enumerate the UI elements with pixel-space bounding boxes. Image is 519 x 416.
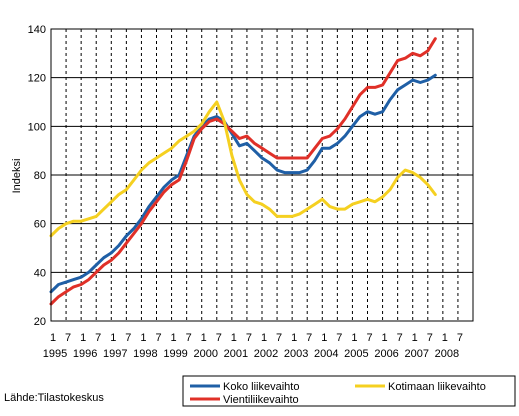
series-line-3: [49, 100, 437, 238]
x-year-label: 2003: [284, 348, 308, 360]
y-tick-label: 60: [34, 219, 46, 231]
series-line-2: [49, 37, 437, 306]
x-year-label: 2007: [404, 348, 428, 360]
x-tick-label: 1: [442, 332, 448, 344]
x-tick-label: 7: [276, 332, 282, 344]
x-tick-label: 1: [80, 332, 86, 344]
x-year-label: 1997: [103, 348, 127, 360]
legend-box: [182, 375, 516, 407]
x-tick-label: 7: [457, 332, 463, 344]
x-tick-label: 1: [50, 332, 56, 344]
grid-lines: [51, 29, 473, 321]
x-year-label: 2002: [254, 348, 278, 360]
series-line-1: [49, 73, 437, 294]
x-tick-label: 1: [321, 332, 327, 344]
x-year-label: 2004: [314, 348, 338, 360]
x-year-label: 1999: [163, 348, 187, 360]
x-tick-label: 7: [336, 332, 342, 344]
x-tick-label: 1: [140, 332, 146, 344]
x-year-label: 2001: [224, 348, 248, 360]
series-lines: [49, 37, 437, 306]
x-year-label: 2008: [435, 348, 459, 360]
x-tick-label: 7: [246, 332, 252, 344]
x-tick-label: 1: [261, 332, 267, 344]
x-tick-label: 7: [306, 332, 312, 344]
x-tick-label: 1: [110, 332, 116, 344]
x-tick-label: 7: [65, 332, 71, 344]
x-year-label: 1996: [73, 348, 97, 360]
legend-label: Koko liikevaihto: [223, 381, 299, 393]
y-tick-label: 100: [28, 121, 46, 133]
source-label: Lähde:Tilastokeskus: [4, 392, 104, 404]
y-tick-label: 40: [34, 267, 46, 279]
legend-label: Vientiliikevaihto: [223, 394, 299, 406]
x-tick-label: 1: [412, 332, 418, 344]
x-tick-label: 7: [125, 332, 131, 344]
legend-label: Kotimaan liikevaihto: [388, 381, 486, 393]
x-tick-label: 7: [186, 332, 192, 344]
y-tick-label: 20: [34, 316, 46, 328]
x-tick-label: 1: [201, 332, 207, 344]
y-axis-label: Indeksi: [11, 159, 23, 194]
x-year-label: 1998: [133, 348, 157, 360]
x-tick-label: 1: [291, 332, 297, 344]
x-tick-label: 7: [366, 332, 372, 344]
x-tick-label: 1: [382, 332, 388, 344]
x-tick-label: 1: [351, 332, 357, 344]
x-year-label: 2000: [193, 348, 217, 360]
x-year-label: 2006: [374, 348, 398, 360]
plot-frame: [50, 28, 474, 322]
x-tick-label: 7: [155, 332, 161, 344]
x-tick-label: 1: [231, 332, 237, 344]
x-year-label: 2005: [344, 348, 368, 360]
x-year-label: 1995: [43, 348, 67, 360]
y-tick-label: 120: [28, 73, 46, 85]
y-tick-label: 80: [34, 170, 46, 182]
x-tick-label: 7: [95, 332, 101, 344]
y-tick-labels: 20 40 60 80 100 120 140: [28, 24, 46, 328]
x-tick-label: 1: [171, 332, 177, 344]
y-tick-label: 140: [28, 24, 46, 36]
x-tick-label: 7: [216, 332, 222, 344]
x-tick-label: 7: [427, 332, 433, 344]
x-tick-label: 7: [397, 332, 403, 344]
